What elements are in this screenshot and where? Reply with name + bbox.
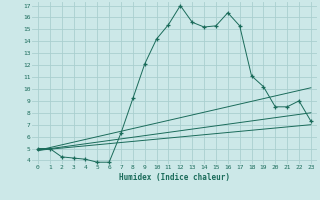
X-axis label: Humidex (Indice chaleur): Humidex (Indice chaleur) [119,173,230,182]
